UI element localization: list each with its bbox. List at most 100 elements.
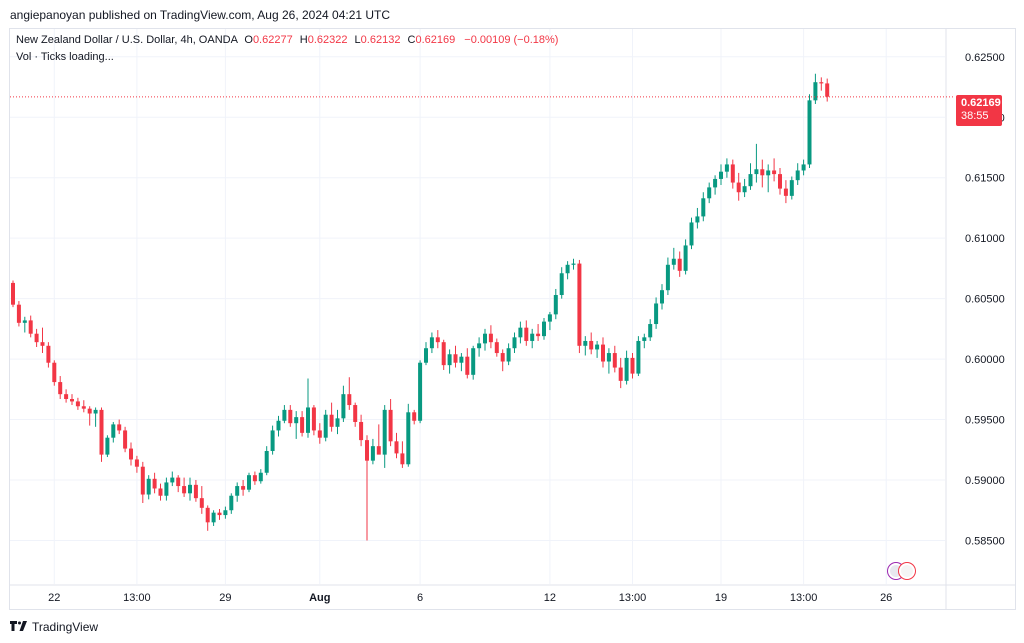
candle[interactable]: [595, 340, 600, 358]
candle[interactable]: [258, 469, 263, 484]
candle[interactable]: [783, 180, 788, 204]
candle[interactable]: [300, 411, 305, 437]
candle[interactable]: [766, 164, 771, 193]
candle[interactable]: [70, 394, 74, 406]
candle[interactable]: [795, 163, 800, 185]
candle[interactable]: [28, 315, 33, 338]
candle[interactable]: [606, 348, 611, 374]
candle[interactable]: [11, 280, 15, 308]
candle[interactable]: [825, 78, 830, 102]
candle[interactable]: [713, 175, 718, 195]
candle[interactable]: [400, 441, 405, 468]
events-markers[interactable]: [888, 563, 915, 579]
candle[interactable]: [99, 407, 104, 462]
candle[interactable]: [311, 405, 316, 436]
candle[interactable]: [217, 509, 222, 520]
candle[interactable]: [117, 419, 122, 435]
candle[interactable]: [317, 423, 322, 444]
candle[interactable]: [642, 333, 647, 349]
candle[interactable]: [435, 330, 440, 349]
candle[interactable]: [630, 353, 635, 379]
candle[interactable]: [93, 407, 98, 427]
candle[interactable]: [158, 483, 163, 501]
candle[interactable]: [347, 377, 352, 410]
candle[interactable]: [612, 345, 617, 373]
candle[interactable]: [559, 267, 564, 299]
candle[interactable]: [341, 385, 346, 422]
candle[interactable]: [660, 284, 664, 310]
candle[interactable]: [500, 349, 505, 372]
candle[interactable]: [754, 143, 759, 183]
candle[interactable]: [542, 317, 546, 340]
candle[interactable]: [412, 409, 417, 425]
candle[interactable]: [453, 345, 458, 368]
candle[interactable]: [488, 325, 493, 349]
candle[interactable]: [424, 342, 428, 366]
candle[interactable]: [335, 409, 340, 435]
candle[interactable]: [512, 332, 517, 354]
candle[interactable]: [465, 348, 470, 379]
candle[interactable]: [223, 506, 228, 519]
candle[interactable]: [583, 336, 588, 356]
candle[interactable]: [16, 301, 21, 327]
candle[interactable]: [22, 316, 27, 333]
candle[interactable]: [801, 159, 806, 176]
candle[interactable]: [601, 337, 605, 368]
candle[interactable]: [288, 405, 293, 427]
candle[interactable]: [429, 332, 434, 354]
candle[interactable]: [140, 461, 145, 503]
candle[interactable]: [671, 247, 676, 270]
candle[interactable]: [205, 505, 210, 531]
candle[interactable]: [707, 182, 712, 204]
candle[interactable]: [52, 360, 57, 386]
candle[interactable]: [665, 257, 670, 296]
candle[interactable]: [75, 397, 80, 410]
candle[interactable]: [471, 345, 476, 380]
candle[interactable]: [376, 424, 381, 455]
candle[interactable]: [40, 327, 45, 354]
candle[interactable]: [146, 475, 151, 500]
candle[interactable]: [624, 350, 629, 385]
candle[interactable]: [211, 510, 216, 526]
us-flag-icon[interactable]: [899, 563, 915, 579]
candle[interactable]: [524, 320, 529, 346]
candle[interactable]: [778, 168, 782, 195]
candle[interactable]: [34, 328, 39, 348]
candle[interactable]: [571, 258, 576, 270]
candle[interactable]: [105, 435, 110, 458]
candle[interactable]: [695, 207, 700, 229]
candle[interactable]: [689, 217, 694, 250]
candle[interactable]: [134, 455, 139, 473]
candle[interactable]: [111, 421, 116, 443]
candle[interactable]: [618, 357, 623, 389]
candle[interactable]: [447, 349, 452, 374]
candle[interactable]: [494, 338, 499, 357]
candle[interactable]: [760, 159, 765, 188]
candle[interactable]: [636, 336, 641, 377]
candle[interactable]: [176, 475, 181, 493]
footer-brand[interactable]: TradingView: [10, 620, 98, 634]
candle[interactable]: [441, 339, 446, 370]
candle[interactable]: [819, 77, 824, 91]
candle[interactable]: [329, 402, 334, 432]
candle[interactable]: [807, 94, 812, 169]
candle[interactable]: [129, 442, 133, 466]
candle[interactable]: [406, 403, 411, 467]
candle[interactable]: [182, 477, 187, 497]
candle[interactable]: [577, 259, 582, 354]
candle[interactable]: [46, 342, 51, 368]
candle[interactable]: [477, 337, 482, 357]
candle[interactable]: [813, 73, 818, 104]
candle[interactable]: [547, 311, 552, 331]
candle[interactable]: [388, 399, 393, 447]
candle[interactable]: [648, 319, 653, 341]
candle[interactable]: [164, 477, 169, 501]
candle[interactable]: [241, 480, 246, 496]
candle[interactable]: [736, 172, 741, 201]
candle[interactable]: [58, 376, 63, 399]
candle[interactable]: [294, 411, 299, 439]
candle[interactable]: [772, 158, 777, 182]
candle[interactable]: [589, 332, 594, 355]
candle[interactable]: [188, 477, 192, 501]
